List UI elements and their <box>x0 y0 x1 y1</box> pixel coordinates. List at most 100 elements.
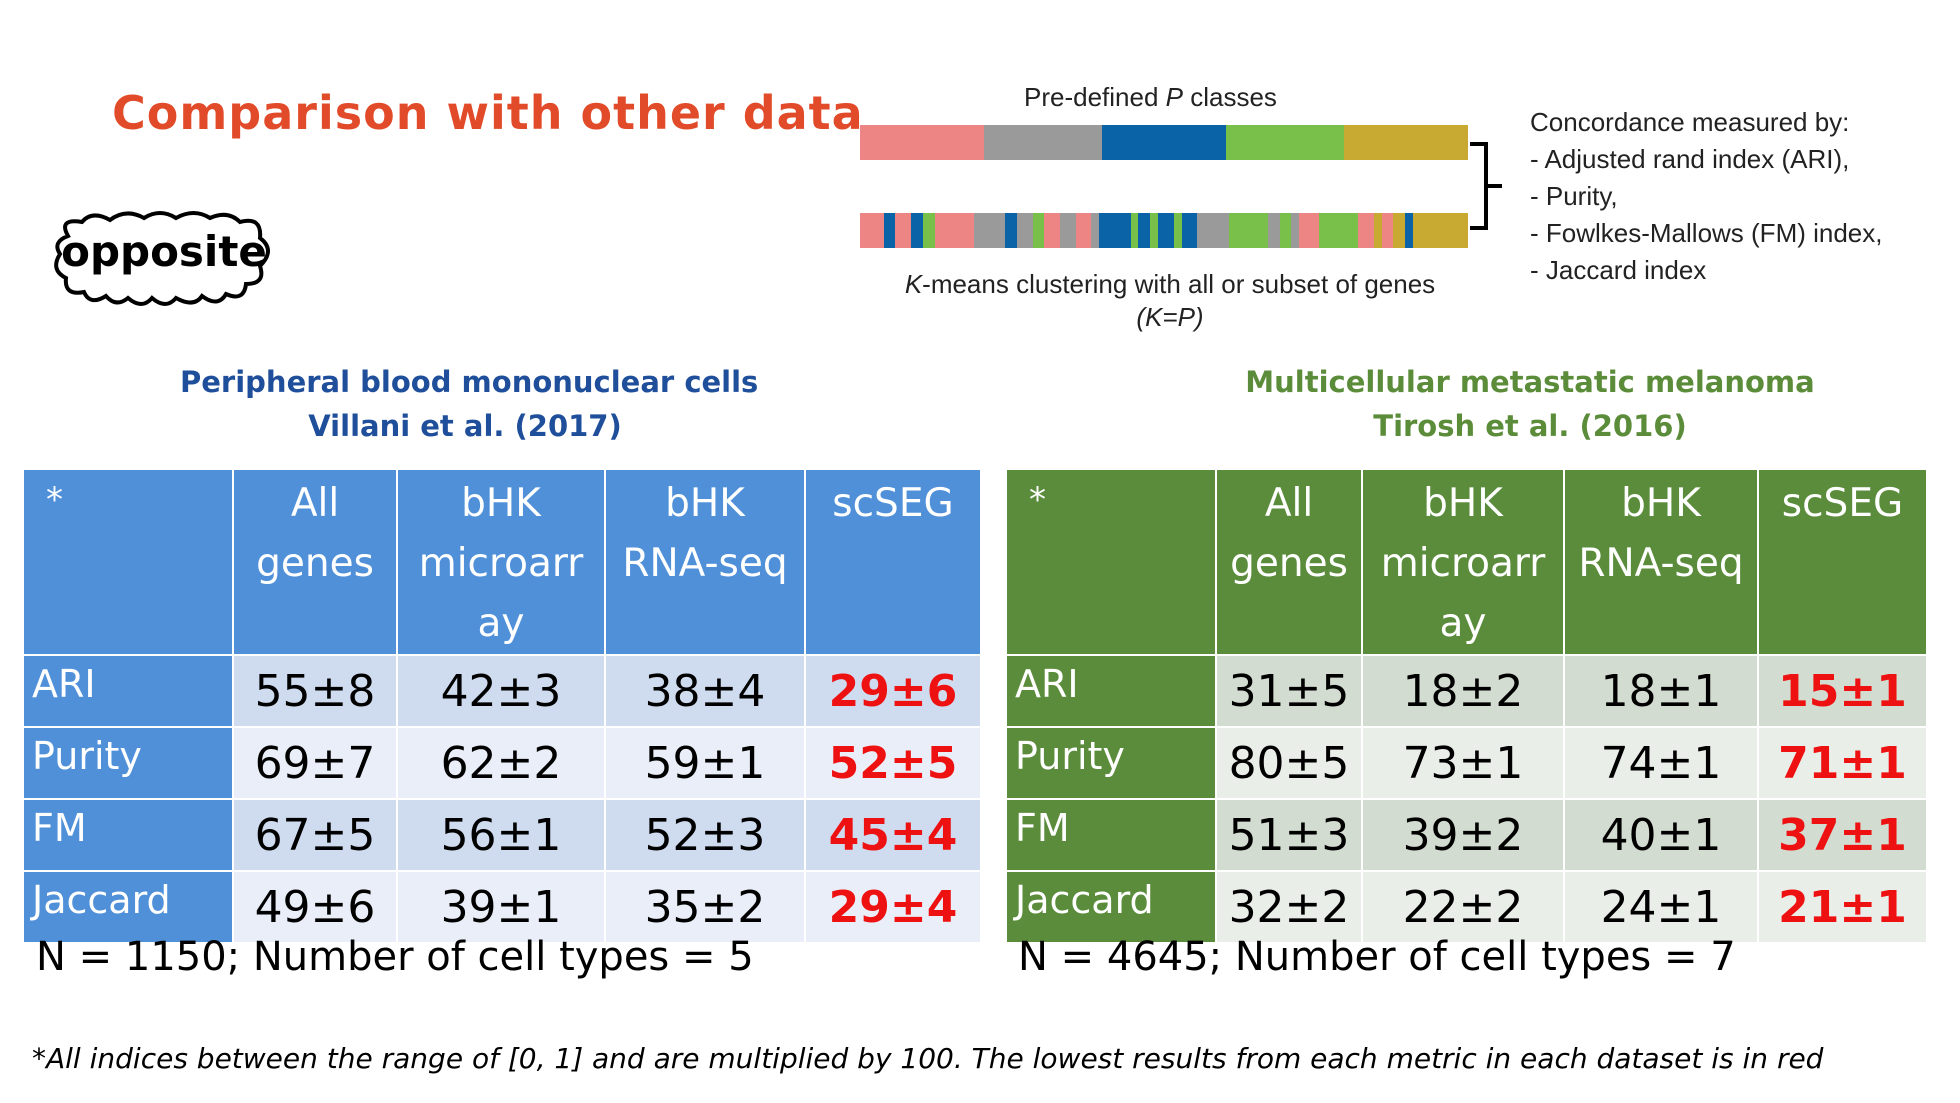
table-cell: 42±3 <box>396 654 606 728</box>
color-segment <box>1016 213 1033 248</box>
diagram-bottom-label: K-means clustering with all or subset of… <box>870 268 1470 334</box>
table-cell-lowest: 71±1 <box>1757 726 1928 800</box>
row-label: Purity <box>1005 726 1217 800</box>
table-cell: 59±1 <box>604 726 806 800</box>
color-segment <box>973 213 1006 248</box>
color-segment <box>1393 213 1406 248</box>
right-dataset-citation: Tirosh et al. (2016) <box>1373 409 1687 443</box>
table-row: Purity 80±5 73±1 74±1 71±1 <box>1005 726 1928 800</box>
color-segment <box>1267 213 1280 248</box>
color-segment <box>1181 213 1198 248</box>
color-segment <box>1044 213 1061 248</box>
table-row: FM 67±5 56±1 52±3 45±4 <box>22 798 982 872</box>
row-label: FM <box>1005 798 1217 872</box>
table-cell: 49±6 <box>232 870 398 944</box>
table-cell-lowest: 37±1 <box>1757 798 1928 872</box>
right-dataset-heading: Multicellular metastatic melanoma Tirosh… <box>1230 360 1830 448</box>
color-segment <box>1150 213 1159 248</box>
concordance-line: - Purity, <box>1530 181 1618 211</box>
table-cell: 38±4 <box>604 654 806 728</box>
table-row: ARI 55±8 42±3 38±4 29±6 <box>22 654 982 728</box>
color-segment <box>984 125 1102 160</box>
concordance-line: - Jaccard index <box>1530 255 1707 285</box>
diagram-top-label: Pre-defined P classes <box>1024 82 1277 112</box>
table-cell: 39±2 <box>1361 798 1565 872</box>
table-cell-lowest: 15±1 <box>1757 654 1928 728</box>
table-cell: 35±2 <box>604 870 806 944</box>
left-results-table: * All genes bHK microarr ay bHK RNA-seq scSE… <box>22 468 982 944</box>
table-cell: 22±2 <box>1361 870 1565 944</box>
diagram-bottom-line2: (K=P) <box>1136 302 1204 332</box>
color-segment <box>860 125 985 160</box>
color-segment <box>1299 213 1319 248</box>
opposite-logo: opposite <box>54 211 270 306</box>
header-bhk-microarray: bHK microarr ay <box>396 468 606 656</box>
diagram-bottom-line1: K-means clustering with all or subset of… <box>904 269 1436 299</box>
color-segment <box>1138 213 1151 248</box>
color-segment <box>1101 125 1227 160</box>
color-segment <box>860 213 884 248</box>
bracket-connector <box>1470 142 1502 230</box>
table-cell-lowest: 29±6 <box>804 654 982 728</box>
header-bhk-rnaseq: bHK RNA-seq <box>1563 468 1759 656</box>
table-row: ARI 31±5 18±2 18±1 15±1 <box>1005 654 1928 728</box>
row-label: Purity <box>22 726 234 800</box>
row-label: ARI <box>22 654 234 728</box>
right-dataset-name: Multicellular metastatic melanoma <box>1245 365 1815 399</box>
table-cell: 62±2 <box>396 726 606 800</box>
color-segment <box>910 213 923 248</box>
color-segment <box>895 213 911 248</box>
table-cell: 55±8 <box>232 654 398 728</box>
table-cell: 80±5 <box>1215 726 1363 800</box>
table-cell-lowest: 21±1 <box>1757 870 1928 944</box>
left-dataset-citation: Villani et al. (2017) <box>308 409 622 443</box>
header-bhk-microarray: bHK microarr ay <box>1361 468 1565 656</box>
row-label: Jaccard <box>1005 870 1217 944</box>
color-segment <box>1099 213 1131 248</box>
color-segment <box>1197 213 1229 248</box>
color-segment <box>1091 213 1100 248</box>
concordance-line: - Adjusted rand index (ARI), <box>1530 144 1850 174</box>
color-segment <box>1226 125 1344 160</box>
row-label: FM <box>22 798 234 872</box>
header-bhk-rnaseq: bHK RNA-seq <box>604 468 806 656</box>
color-segment <box>1173 213 1182 248</box>
color-segment <box>1130 213 1139 248</box>
color-segment <box>1005 213 1017 248</box>
header-star: * <box>22 468 234 656</box>
color-segment <box>1412 213 1468 248</box>
header-scseg: scSEG <box>1757 468 1928 656</box>
color-segment <box>1343 125 1468 160</box>
header-all-genes: All genes <box>1215 468 1363 656</box>
table-header-row: * All genes bHK microarr ay bHK RNA-seq scSE… <box>22 468 982 656</box>
header-all-genes: All genes <box>232 468 398 656</box>
right-results-table: * All genes bHK microarr ay bHK RNA-seq scSE… <box>1005 468 1928 944</box>
color-segment <box>1279 213 1292 248</box>
color-segment <box>934 213 974 248</box>
color-segment <box>883 213 896 248</box>
color-segment <box>1358 213 1374 248</box>
table-cell: 40±1 <box>1563 798 1759 872</box>
table-row: Jaccard 49±6 39±1 35±2 29±4 <box>22 870 982 944</box>
color-segment <box>1075 213 1092 248</box>
left-dataset-name: Peripheral blood mononuclear cells <box>180 365 759 399</box>
table-row: FM 51±3 39±2 40±1 37±1 <box>1005 798 1928 872</box>
color-segment <box>1318 213 1359 248</box>
header-scseg: scSEG <box>804 468 982 656</box>
table-cell: 31±5 <box>1215 654 1363 728</box>
color-segment <box>1291 213 1300 248</box>
color-segment <box>1373 213 1382 248</box>
table-cell: 56±1 <box>396 798 606 872</box>
color-segment <box>1381 213 1394 248</box>
color-segment <box>1158 213 1174 248</box>
footnote: *All indices between the range of [0, 1]… <box>32 1042 1824 1075</box>
table-cell: 67±5 <box>232 798 398 872</box>
table-cell: 52±3 <box>604 798 806 872</box>
table-cell: 18±2 <box>1361 654 1565 728</box>
color-segment <box>922 213 935 248</box>
table-cell-lowest: 52±5 <box>804 726 982 800</box>
left-sample-summary: N = 1150; Number of cell types = 5 <box>36 934 754 980</box>
table-row: Jaccard 32±2 22±2 24±1 21±1 <box>1005 870 1928 944</box>
color-segment <box>1405 213 1413 248</box>
table-cell-lowest: 29±4 <box>804 870 982 944</box>
